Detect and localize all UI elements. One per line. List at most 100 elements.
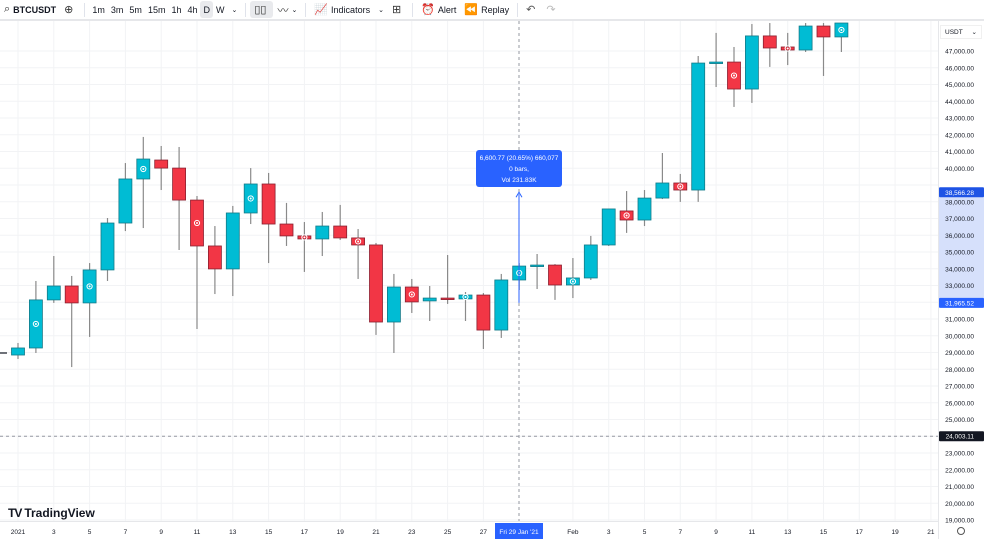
event-marker-icon[interactable] [247, 195, 254, 202]
event-marker-icon[interactable] [784, 45, 791, 52]
event-marker-dot [34, 322, 37, 325]
candle-up[interactable] [494, 279, 509, 331]
candle-down[interactable] [476, 294, 491, 331]
candle-down[interactable] [440, 297, 455, 300]
event-marker-icon[interactable] [677, 183, 684, 190]
chevron-down-icon: ⌄ [971, 29, 977, 36]
alert-button[interactable]: ⏰ Alert [417, 1, 460, 18]
undo-button[interactable]: ↶ [522, 1, 542, 18]
price-tick-label: 23,000.00 [945, 451, 974, 458]
candle-up[interactable] [637, 197, 652, 221]
event-marker-icon[interactable] [140, 165, 147, 173]
interval-15m[interactable]: 15m [147, 4, 166, 15]
event-marker-icon[interactable] [355, 238, 362, 245]
price-tick-label: 19,000.00 [945, 518, 974, 525]
event-marker-icon[interactable] [730, 72, 738, 79]
interval-dropdown[interactable]: ⌄ [227, 1, 241, 18]
price-tick-label: 41,000.00 [945, 149, 974, 156]
time-tick-label: 17 [856, 529, 864, 536]
event-marker-icon[interactable] [301, 234, 308, 241]
compare-symbol-button[interactable]: ⊕ [60, 1, 80, 18]
time-tick-label: 15 [820, 529, 828, 536]
price-tick-label: 44,000.00 [945, 99, 974, 106]
indicators-dropdown[interactable]: ⌄ [374, 1, 388, 18]
candle-up[interactable] [583, 244, 598, 279]
candle-up[interactable] [745, 35, 759, 90]
candle-down[interactable] [154, 159, 169, 169]
candle-up[interactable] [530, 264, 544, 267]
candle-up[interactable] [315, 225, 330, 240]
interval-1h[interactable]: 1h [171, 4, 182, 15]
event-marker-icon[interactable] [408, 291, 415, 298]
chart-type-button[interactable]: ▯▯ [250, 1, 274, 18]
time-tick-label: Feb [567, 529, 579, 536]
candlestick-chart[interactable]: 19,000.00 20,000.00 21,000.00 22,000.00 23,0… [0, 21, 984, 539]
time-tick-label: 3 [52, 529, 56, 536]
interval-5m[interactable]: 5m [129, 4, 142, 15]
alarm-clock-icon: ⏰ [421, 4, 435, 16]
price-tick-label: 22,000.00 [945, 467, 974, 474]
interval-4h[interactable]: 4h [187, 4, 198, 15]
interval-D[interactable]: D [200, 1, 213, 18]
indicators-icon: 📈 [314, 4, 329, 16]
event-marker-icon[interactable] [193, 219, 201, 227]
candle-up[interactable] [225, 212, 240, 270]
candle-down[interactable] [207, 245, 222, 270]
currency-selector[interactable]: USDT ⌄ [940, 25, 982, 39]
candle-down[interactable] [64, 285, 79, 304]
crosshair-price-label: 24,003.11 [946, 434, 975, 441]
price-tick-label: 36,000.00 [945, 233, 974, 240]
candle-down[interactable] [261, 183, 276, 225]
redo-button[interactable]: ↷ [542, 1, 562, 18]
price-tick-label: 43,000.00 [945, 116, 974, 123]
event-marker-icon[interactable] [32, 320, 40, 328]
candle-down[interactable] [172, 167, 187, 201]
time-tick-label: 27 [480, 529, 488, 536]
candle-down[interactable] [333, 225, 348, 239]
price-tick-label: 42,000.00 [945, 132, 974, 139]
candle-down[interactable] [548, 264, 562, 286]
candle-up[interactable] [46, 285, 61, 301]
alert-label: Alert [437, 4, 457, 15]
candle-down[interactable] [279, 223, 294, 237]
interval-1m[interactable]: 1m [92, 4, 105, 15]
price-tick-label: 31,000.00 [945, 317, 974, 324]
event-marker-icon[interactable] [462, 293, 469, 301]
price-tick-label: 46,000.00 [945, 65, 974, 72]
candle-up[interactable] [422, 297, 437, 302]
event-marker-dot [196, 222, 198, 225]
settings-gear-icon[interactable] [957, 527, 965, 535]
candle-up[interactable] [386, 286, 401, 323]
event-marker-dot [249, 197, 252, 200]
symbol-search-button[interactable]: ⌕ BTCUSDT [0, 1, 60, 18]
event-marker-icon[interactable] [569, 278, 577, 285]
tradingview-logo[interactable]: TV TradingView [8, 506, 95, 520]
line-tool-button[interactable]: 〰 ⌄ [273, 1, 301, 18]
event-marker-icon[interactable] [623, 212, 630, 219]
candle-down[interactable] [762, 35, 777, 49]
price-tick-label: 20,000.00 [945, 501, 974, 508]
candle-up[interactable] [691, 62, 706, 191]
interval-W[interactable]: W [215, 4, 225, 15]
layouts-button[interactable]: ⊞ [388, 1, 408, 18]
chart-pane[interactable]: 19,000.00 20,000.00 21,000.00 22,000.00 23,0… [0, 21, 984, 539]
candle-up[interactable] [100, 222, 115, 271]
event-marker-icon[interactable] [86, 283, 93, 290]
indicators-button[interactable]: 📈 Indicators [310, 1, 374, 18]
candle-up[interactable] [655, 182, 670, 199]
measure-bars: 0 bars, [509, 166, 529, 173]
candle-up[interactable] [11, 347, 25, 356]
candle-down[interactable] [816, 25, 831, 38]
candle-up[interactable] [601, 208, 616, 246]
measure-range-highlight [939, 192, 984, 303]
candle-down[interactable] [369, 244, 383, 323]
replay-button[interactable]: ⏪ Replay [460, 1, 513, 18]
interval-3m[interactable]: 3m [110, 4, 124, 15]
candle-up[interactable] [118, 178, 133, 224]
time-tick-label: 13 [229, 529, 237, 536]
grid-icon: ⊞ [391, 4, 402, 16]
candle-up[interactable] [709, 61, 723, 64]
event-marker-icon[interactable] [838, 26, 845, 34]
time-tick-label: 21 [372, 529, 380, 536]
candle-up[interactable] [798, 25, 813, 51]
